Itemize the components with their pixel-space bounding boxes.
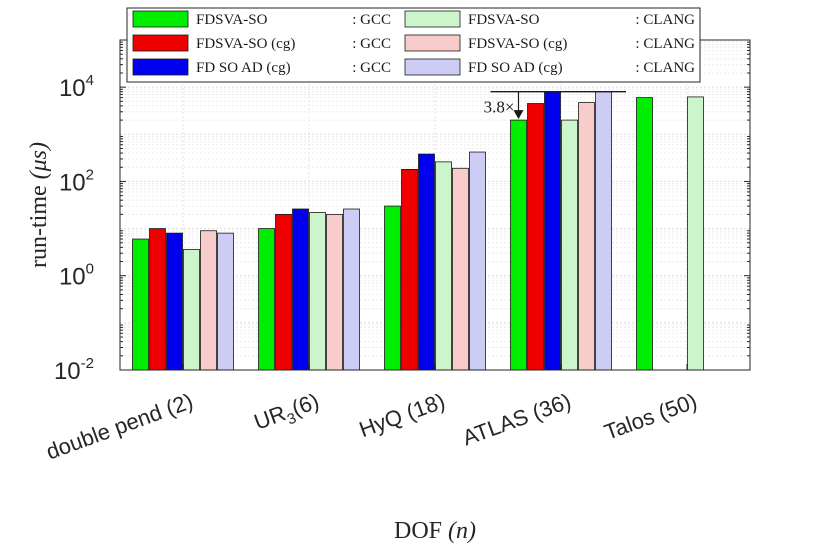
bar-4-1 <box>183 249 200 371</box>
bar-1-3 <box>384 205 401 371</box>
bar-3-3 <box>418 153 435 371</box>
legend-compiler-2: : GCC <box>352 36 391 52</box>
legend-label-6: FD SO AD (cg) <box>468 60 563 76</box>
x-tick-label-5: Talos (50) <box>601 388 700 445</box>
x-tick-label-1: double pend (2) <box>43 388 196 464</box>
x-axis-label: DOF (n) <box>394 518 476 544</box>
x-tick-label-2: UR3(6) <box>251 388 324 439</box>
annotation-arrow-head <box>513 110 524 120</box>
bar-6-4 <box>595 91 612 371</box>
bar-2-3 <box>401 168 418 371</box>
legend-compiler-1: : GCC <box>352 12 391 28</box>
bar-1-1 <box>132 238 149 371</box>
x-tick-label-4: ATLAS (36) <box>459 388 574 450</box>
legend-label-1: FDSVA-SO <box>196 12 268 28</box>
bar-5-3 <box>452 167 469 371</box>
bar-3-1 <box>166 232 183 371</box>
legend-label-3: FD SO AD (cg) <box>196 60 291 76</box>
bar-4-4 <box>561 119 578 371</box>
bar-2-1 <box>149 228 166 371</box>
y-tick-label: 102 <box>59 166 94 196</box>
bar-2-4 <box>527 103 544 371</box>
legend-label-2: FDSVA-SO (cg) <box>196 36 295 52</box>
bar-5-2 <box>326 213 343 371</box>
legend-label-5: FDSVA-SO (cg) <box>468 36 567 52</box>
bar-4-5 <box>687 96 704 371</box>
legend: FDSVA-SO : GCC FDSVA-SO (cg) : GCC FD SO AD … <box>126 7 701 83</box>
legend-swatch-2 <box>132 34 189 52</box>
bar-6-1 <box>217 232 234 371</box>
x-tick-labels: double pend (2) UR3(6) HyQ (18) ATLAS (36) T… <box>43 388 700 464</box>
legend-compiler-4: : CLANG <box>635 12 695 28</box>
bar-2-2 <box>275 213 292 371</box>
legend-swatch-6 <box>404 58 461 76</box>
bar-3-4 <box>544 91 561 371</box>
y-tick-labels: 10-2 100 102 104 <box>54 72 94 385</box>
legend-swatch-1 <box>132 10 189 28</box>
bar-6-2 <box>343 208 360 371</box>
x-tick-label-3: HyQ (18) <box>356 388 448 442</box>
bar-1-5 <box>636 97 653 371</box>
ratio-annotation: 3.8× <box>484 91 626 120</box>
bar-1-4 <box>510 119 527 371</box>
legend-swatch-3 <box>132 58 189 76</box>
bars <box>132 91 704 371</box>
y-axis-label: run-time (μs) <box>26 142 52 268</box>
legend-label-4: FDSVA-SO <box>468 12 540 28</box>
bar-6-3 <box>469 151 486 371</box>
axis-ticks <box>120 40 750 371</box>
legend-compiler-5: : CLANG <box>635 36 695 52</box>
annotation-label: 3.8× <box>484 98 515 117</box>
bar-3-2 <box>292 208 309 371</box>
legend-compiler-6: : CLANG <box>635 60 695 76</box>
legend-compiler-3: : GCC <box>352 60 391 76</box>
y-tick-label: 100 <box>59 261 94 291</box>
bar-5-1 <box>200 230 217 371</box>
bar-5-4 <box>578 102 595 371</box>
y-tick-label: 10-2 <box>54 355 94 385</box>
y-tick-label: 104 <box>59 72 94 102</box>
bar-4-2 <box>309 212 326 371</box>
legend-swatch-5 <box>404 34 461 52</box>
legend-swatch-4 <box>404 10 461 28</box>
bar-4-3 <box>435 161 452 371</box>
bar-1-2 <box>258 228 275 371</box>
